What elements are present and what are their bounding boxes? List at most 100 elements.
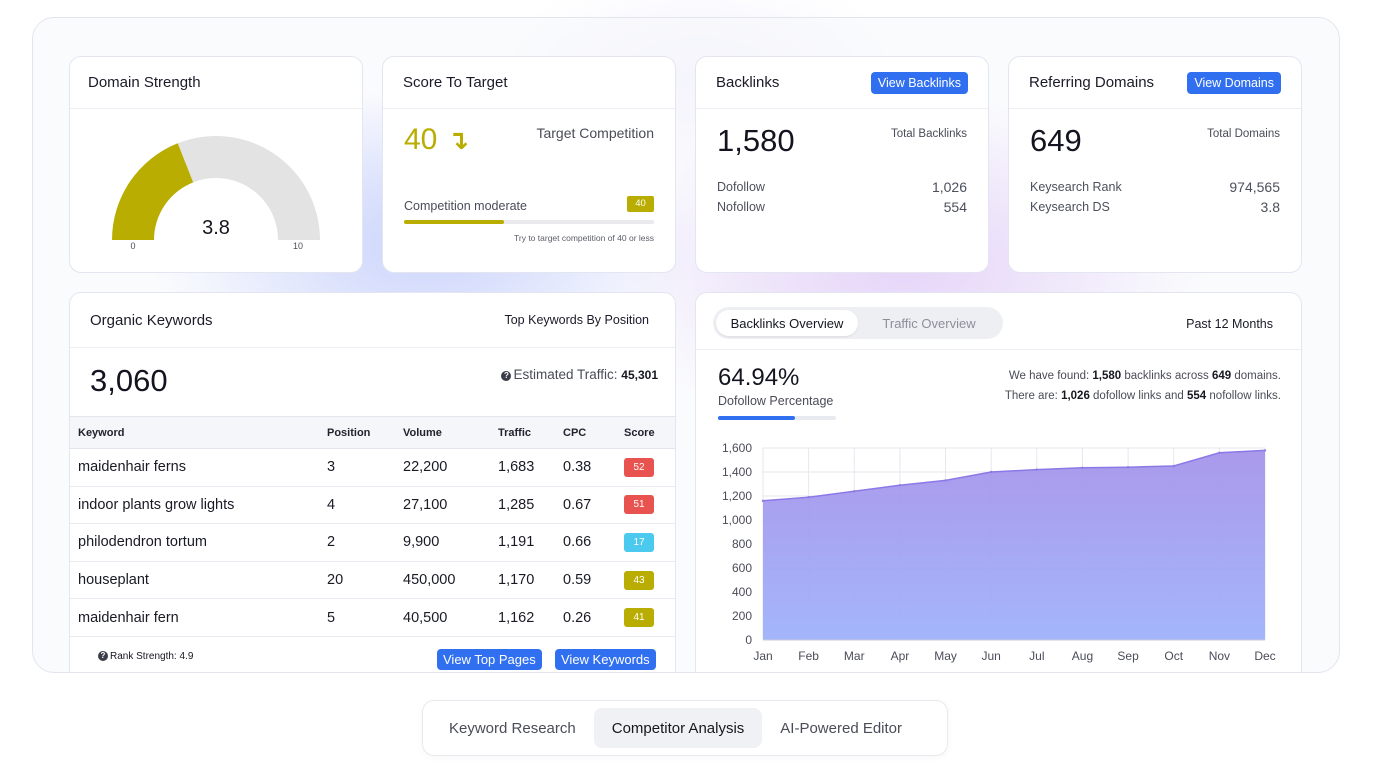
data-point (1035, 468, 1039, 471)
x-tick-label: Apr (891, 649, 910, 663)
period-selector[interactable]: Past 12 Months (1186, 317, 1273, 331)
cpc-cell: 0.38 (555, 448, 616, 487)
table-row[interactable]: philodendron tortum 2 9,900 1,191 0.66 1… (70, 523, 675, 562)
view-top-pages-button[interactable]: View Top Pages (437, 649, 542, 670)
keyword-cell[interactable]: philodendron tortum (70, 523, 319, 562)
keysearch-ds-row: Keysearch DS 3.8 (1030, 197, 1280, 217)
table-row[interactable]: maidenhair ferns 3 22,200 1,683 0.38 52 (70, 448, 675, 487)
col-traffic[interactable]: Traffic (490, 416, 555, 449)
summary-there-nofollow: 554 (1187, 390, 1207, 402)
dofollow-progress-track (718, 416, 836, 420)
referring-domains-card: Referring Domains View Domains 649 Total… (1008, 56, 1302, 273)
keysearch-rank-value: 974,565 (1229, 179, 1280, 195)
summary-found-post: domains. (1231, 370, 1281, 382)
referring-domains-title: Referring Domains (1029, 74, 1155, 91)
backlinks-header: Backlinks View Backlinks (696, 57, 988, 109)
volume-cell: 22,200 (395, 448, 490, 487)
col-volume[interactable]: Volume (395, 416, 490, 449)
dofollow-percent-label: Dofollow Percentage (718, 394, 834, 408)
view-keywords-button[interactable]: View Keywords (555, 649, 656, 670)
data-point (1081, 466, 1084, 469)
view-backlinks-button[interactable]: View Backlinks (870, 71, 968, 94)
x-tick-label: Jul (1029, 649, 1044, 663)
backlinks-total-label: Total Backlinks (890, 128, 967, 140)
rank-strength-label: Rank Strength: 4.9 (110, 651, 194, 662)
x-tick-label: Jan (753, 649, 772, 663)
backlinks-area-chart: 0 200 400 600 800 1,000 1,200 1,400 1,600 Jan Feb M… (722, 441, 1276, 663)
competition-note: Try to target competition of 40 or less (514, 233, 654, 243)
gauge-track (177, 136, 320, 240)
summary-found-pre: We have found: (1008, 370, 1093, 382)
overview-tabs: Backlinks Overview Traffic Overview (713, 307, 1003, 339)
score-to-target-header: Score To Target (383, 57, 675, 109)
down-arrow-icon: ↴ (447, 124, 470, 155)
summary-text: We have found: 1,580 backlinks across 64… (1005, 366, 1281, 406)
organic-keywords-header: Organic Keywords Top Keywords By Positio… (70, 293, 675, 348)
backlinks-rows: Dofollow 1,026 Nofollow 554 (717, 177, 967, 217)
data-point (1172, 464, 1175, 468)
referring-domains-rows: Keysearch Rank 974,565 Keysearch DS 3.8 (1030, 177, 1280, 217)
score-badge: 52 (624, 457, 654, 477)
table-row[interactable]: maidenhair fern 5 40,500 1,162 0.26 41 (70, 598, 675, 637)
col-score[interactable]: Score (616, 416, 675, 449)
product-tabs: Keyword Research Competitor Analysis AI-… (422, 700, 948, 756)
summary-there-dofollow: 1,026 (1061, 390, 1090, 402)
x-tick-label: Sep (1117, 649, 1139, 663)
target-competition-label: Target Competition (536, 125, 654, 141)
domain-strength-title: Domain Strength (88, 74, 201, 91)
table-row[interactable]: houseplant 20 450,000 1,170 0.59 43 (70, 561, 675, 600)
view-domains-button[interactable]: View Domains (1187, 71, 1281, 94)
tab-competitor-analysis[interactable]: Competitor Analysis (593, 708, 763, 748)
tab-traffic-overview[interactable]: Traffic Overview (882, 315, 976, 331)
summary-found-domains: 649 (1211, 370, 1232, 382)
data-point (1218, 451, 1221, 454)
col-keyword[interactable]: Keyword (70, 416, 319, 449)
y-tick-label: 1,400 (722, 465, 752, 479)
referring-domains-total: 649 (1030, 123, 1082, 158)
keyword-cell[interactable]: indoor plants grow lights (70, 486, 319, 525)
competition-badge: 40 (627, 196, 654, 212)
keysearch-rank-row: Keysearch Rank 974,565 (1030, 177, 1280, 197)
keyword-cell[interactable]: maidenhair fern (70, 598, 319, 637)
score-badge: 51 (624, 495, 654, 515)
x-tick-label: Feb (798, 649, 819, 663)
score-cell: 43 (616, 561, 675, 600)
summary-found-line: We have found: 1,580 backlinks across 64… (1005, 366, 1281, 386)
dashboard-frame: Domain Strength 3.8 0 10 Score To Target… (32, 17, 1340, 673)
table-header-row: Keyword Position Volume Traffic CPC Scor… (70, 416, 675, 449)
y-tick-label: 1,200 (722, 489, 752, 503)
backlinks-card: Backlinks View Backlinks 1,580 Total Bac… (695, 56, 989, 273)
nofollow-value: 554 (943, 199, 967, 215)
score-to-target-card: Score To Target 40 ↴ Target Competition … (382, 56, 676, 273)
col-position[interactable]: Position (319, 416, 395, 449)
volume-cell: 9,900 (395, 523, 490, 562)
tab-ai-powered-editor[interactable]: AI-Powered Editor (780, 719, 903, 737)
tab-backlinks-overview[interactable]: Backlinks Overview (716, 310, 858, 336)
traffic-cell: 1,162 (490, 598, 555, 637)
summary-found-backlinks: 1,580 (1092, 370, 1122, 382)
table-row[interactable]: indoor plants grow lights 4 27,100 1,285… (70, 486, 675, 525)
backlinks-title: Backlinks (716, 74, 780, 91)
col-cpc[interactable]: CPC (555, 416, 616, 449)
gauge-value: 3.8 (202, 217, 230, 239)
x-tick-label: Jun (982, 649, 1001, 663)
competition-progress-fill (404, 220, 504, 224)
score-cell: 41 (616, 598, 675, 637)
keyword-cell[interactable]: maidenhair ferns (70, 448, 319, 487)
data-point (1126, 466, 1130, 469)
tab-keyword-research[interactable]: Keyword Research (449, 719, 576, 737)
keyword-cell[interactable]: houseplant (70, 561, 319, 600)
domain-strength-gauge: 3.8 0 10 (112, 136, 320, 251)
top-keywords-label: Top Keywords By Position (504, 313, 649, 327)
data-point (853, 490, 856, 493)
organic-keywords-card: Organic Keywords Top Keywords By Positio… (69, 292, 676, 672)
keysearch-ds-value: 3.8 (1260, 199, 1280, 215)
data-point (761, 499, 765, 502)
cpc-cell: 0.59 (555, 561, 616, 600)
data-point (807, 496, 810, 499)
position-cell: 20 (319, 561, 395, 600)
x-tick-label: Aug (1072, 649, 1093, 663)
gauge-min-label: 0 (130, 241, 135, 251)
volume-cell: 40,500 (395, 598, 490, 637)
help-icon: ? (501, 371, 512, 381)
